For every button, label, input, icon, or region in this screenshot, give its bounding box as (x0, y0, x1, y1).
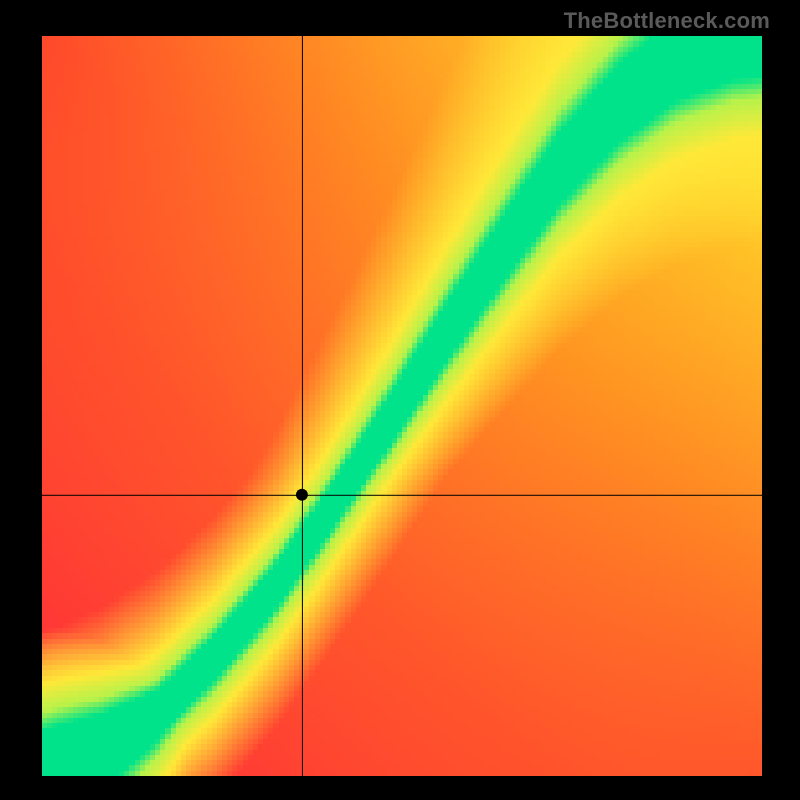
source-watermark: TheBottleneck.com (564, 8, 770, 34)
heatmap-canvas (42, 36, 762, 776)
bottleneck-heatmap (42, 36, 762, 776)
